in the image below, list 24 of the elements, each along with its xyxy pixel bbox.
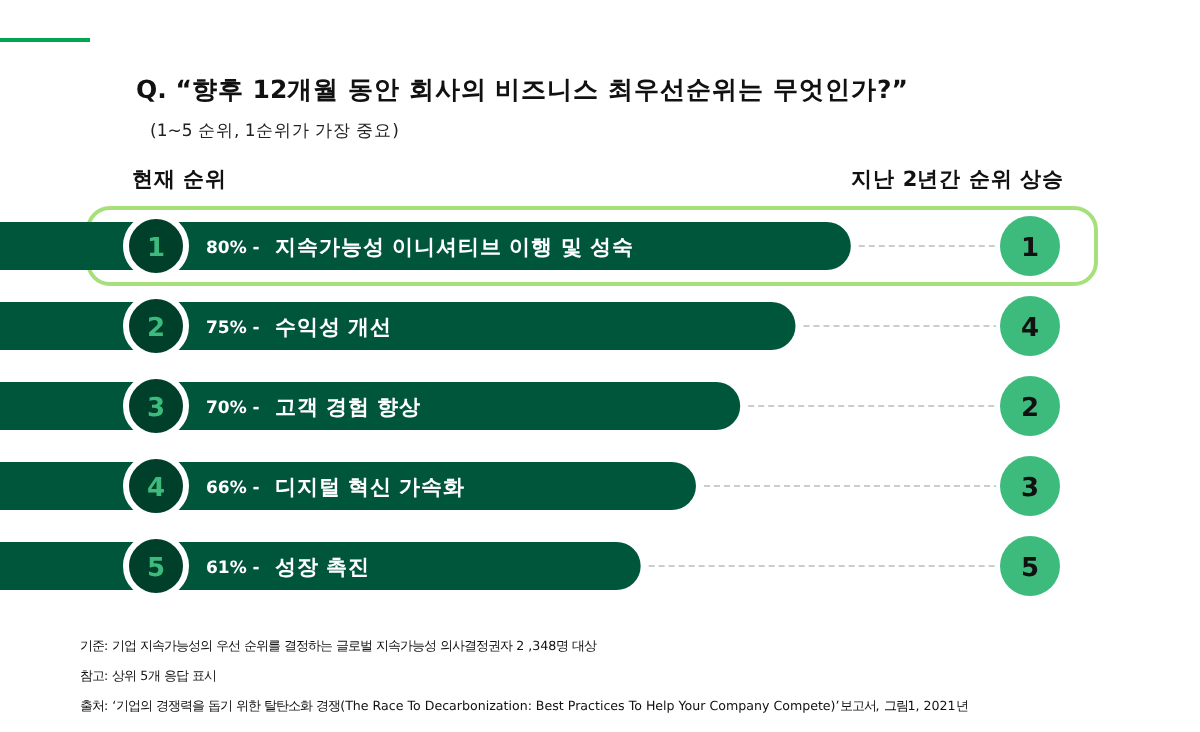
data-label: 66% - (206, 479, 261, 499)
text: 4 (1020, 314, 1040, 344)
text: 2 (1020, 394, 1040, 424)
annotation: 3 (146, 394, 166, 424)
annotation: 4 (146, 474, 166, 504)
text: 지난 2년간 순위 상승 (849, 168, 1064, 192)
chart-subtitle: (1~5 순위, 1순위가 가장 중요) (150, 122, 399, 142)
text: 1 (1020, 234, 1040, 264)
data-label: 61% - (206, 559, 261, 579)
data-label: 75% - (206, 319, 261, 339)
annotation: 2 (146, 314, 166, 344)
data-label: 80% - (206, 239, 261, 259)
y-tick-label: 수익성 개선 (274, 316, 392, 340)
y-tick-label: 디지털 혁신 가속화 (274, 476, 466, 500)
annotation: 5 (146, 554, 166, 584)
annotation: 1 (146, 234, 166, 264)
text: 3 (1020, 474, 1040, 504)
y-tick-label: 성장 촉진 (274, 556, 370, 580)
chart-title: Q. “향후 12개월 동안 회사의 비즈니스 최우선순위는 무엇인가?” (136, 74, 908, 104)
y-tick-label: 고객 경험 향상 (274, 396, 422, 420)
text: 현재 순위 (132, 168, 228, 192)
text: 5 (1020, 554, 1040, 584)
y-tick-label: 지속가능성 이니셔티브 이행 및 성숙 (272, 236, 634, 260)
data-label: 70% - (206, 399, 261, 419)
